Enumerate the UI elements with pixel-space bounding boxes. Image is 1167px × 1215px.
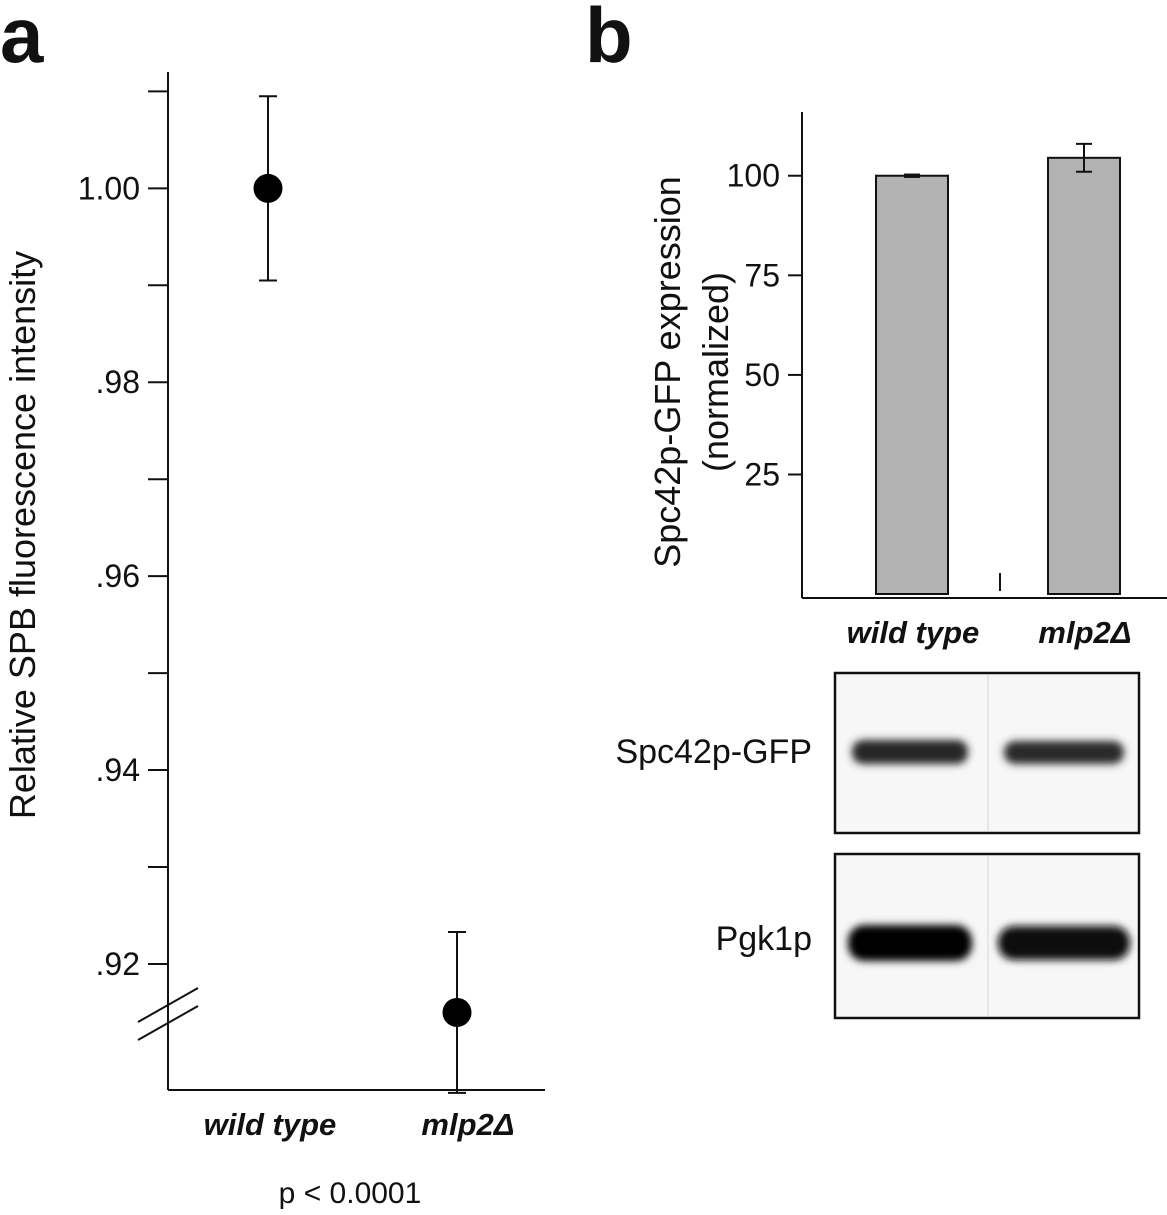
chart-a-y-tick-label: 1.00: [78, 170, 140, 206]
blot-band: [848, 925, 972, 961]
chart-a-y-tick-label: .94: [96, 752, 140, 788]
western-blot: Spc42p-GFP Pgk1p: [615, 671, 1141, 1020]
chart-b-category-label: wild type: [847, 615, 980, 650]
chart-a-data-point: [442, 997, 472, 1027]
blot-band: [998, 926, 1130, 960]
chart-a-y-tick-label: .98: [96, 364, 140, 400]
axis-break-mark: [137, 1005, 199, 1041]
chart-a-data-point: [253, 173, 283, 203]
chart-b-y-tick-label: 75: [744, 257, 780, 293]
chart-a-y-tick-label: .92: [96, 946, 140, 982]
chart-a-ylabel: Relative SPB fluorescence intensity: [2, 251, 43, 819]
chart-a-y-tick-label: .96: [96, 558, 140, 594]
chart-b-y-tick-label: 100: [727, 158, 780, 194]
blot-row-label: Spc42p-GFP: [615, 733, 812, 771]
blot-band: [852, 740, 968, 764]
chart-a: Relative SPB fluorescence intensity .92.…: [2, 72, 545, 1210]
chart-b-category-label: mlp2Δ: [1038, 615, 1131, 650]
chart-b-ylabel-2: (normalized): [695, 272, 736, 472]
chart-b-y-tick-label: 50: [744, 357, 780, 393]
chart-b-bar: [875, 174, 949, 595]
chart-b-ylabel: Spc42p-GFP expression: [647, 176, 688, 568]
axis-break-mark: [137, 987, 199, 1023]
p-value-note: p < 0.0001: [279, 1177, 422, 1210]
blot-band: [1004, 741, 1124, 764]
chart-b-bar: [1047, 156, 1121, 596]
chart-a-category-label: mlp2Δ: [421, 1107, 514, 1142]
chart-b: Spc42p-GFP expression (normalized) 25 50 7…: [647, 112, 1167, 650]
chart-a-category-label: wild type: [204, 1107, 337, 1142]
chart-b-y-tick-label: 25: [744, 457, 780, 493]
blot-row-label: Pgk1p: [716, 920, 812, 958]
panel-letter-b: b: [585, 0, 633, 79]
panel-letter-a: a: [0, 0, 44, 79]
